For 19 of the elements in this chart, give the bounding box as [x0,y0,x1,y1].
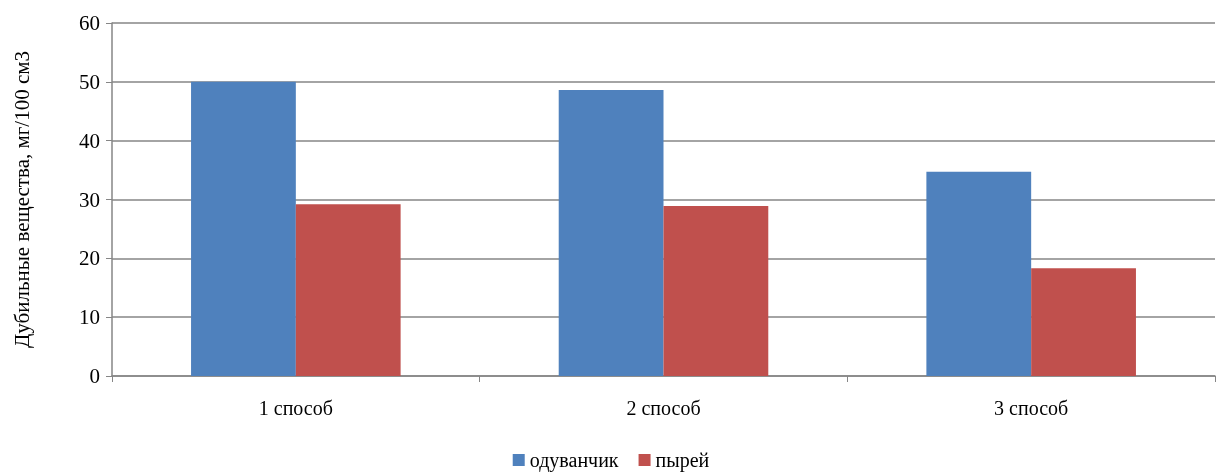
bar [295,204,401,376]
y-tick-label: 30 [79,187,100,212]
bar [1031,268,1136,376]
x-tick-label: 1 способ [258,397,333,419]
legend-label: пырей [655,449,710,472]
x-tick-label: 2 способ [626,397,701,419]
bar [558,90,664,376]
y-axis-title: Дубильные вещества, мг/100 см3 [9,50,34,349]
bar [191,81,296,376]
y-tick-label: 60 [79,11,100,35]
y-tick-label: 40 [79,128,100,153]
y-tick-label: 50 [79,69,100,94]
bar [663,205,769,376]
y-tick-label: 0 [89,364,100,388]
y-tick-label: 20 [79,246,100,271]
bar [926,171,1032,376]
y-tick-label: 10 [79,305,100,330]
x-tick-label: 3 способ [994,397,1069,419]
legend-label: одуванчик [529,449,619,472]
